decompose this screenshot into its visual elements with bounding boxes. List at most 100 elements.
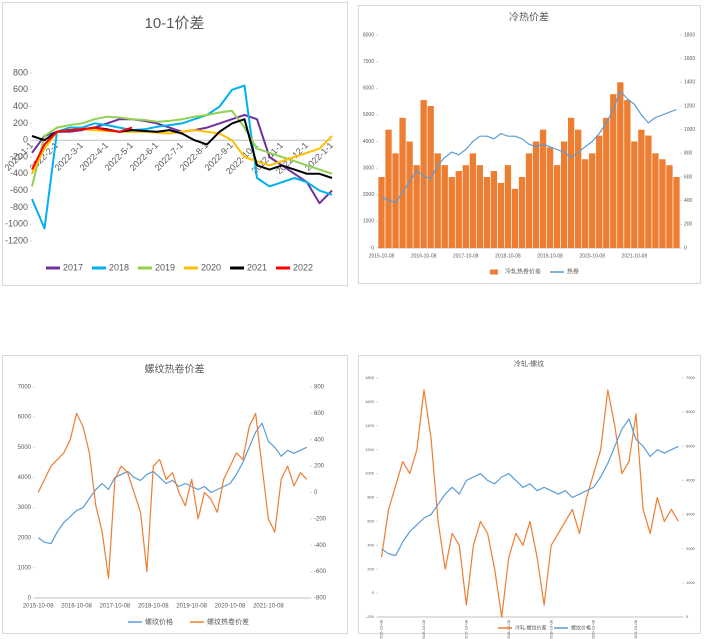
chart-title: 冷热价差 [509, 11, 549, 24]
x-tick-label: 2018-10-08 [495, 253, 521, 259]
y-tick-label: -400 [10, 168, 28, 178]
legend-label: 螺纹价格 [571, 624, 591, 631]
line-series [31, 109, 333, 187]
bar [553, 165, 561, 248]
bar [596, 135, 603, 248]
x-tick-label: 2016-10-08 [421, 619, 426, 639]
y-tick-label: 200 [13, 118, 28, 128]
y2-tick-label: 200 [314, 464, 325, 470]
x-tick-label: 2015-10-08 [379, 619, 384, 639]
x-tick-label: 2019-10-08 [176, 604, 207, 610]
y-tick-label: 3000 [18, 505, 32, 511]
legend-label: 螺纹价格 [145, 617, 173, 626]
legend-swatch [490, 269, 498, 275]
bar [589, 153, 596, 248]
y2-tick-label: 1400 [684, 80, 695, 86]
bar [434, 153, 441, 248]
y2-tick-label: 400 [684, 198, 693, 204]
x-tick-label: 2017-10-08 [463, 619, 468, 639]
y2-tick-label: 400 [314, 437, 325, 443]
bar [610, 94, 617, 249]
x-tick-label: 2017-10-08 [100, 604, 131, 610]
bar [441, 165, 448, 248]
legend-label: 2019 [155, 262, 175, 272]
y-tick-label: 1400 [365, 423, 375, 428]
bar [504, 165, 512, 248]
y-tick-label: -600 [10, 185, 28, 195]
y2-tick-label: -200 [314, 516, 327, 522]
x-tick-label: 2016-10-08 [61, 604, 92, 610]
x-tick-label: 2020-10-08 [591, 619, 596, 639]
bar [420, 100, 427, 248]
y-tick-label: 4000 [18, 475, 32, 481]
x-tick-label: 2020-10-08 [215, 604, 246, 610]
bar [455, 171, 462, 248]
y2-tick-label: 3000 [686, 512, 696, 517]
bar [427, 106, 434, 248]
y-tick-label: 0 [23, 135, 28, 145]
line-series [381, 418, 679, 557]
y-tick-label: 0 [372, 590, 375, 595]
chart-title: 冷轧-螺纹 [514, 359, 544, 368]
bar [539, 129, 547, 248]
y2-tick-label: -600 [314, 569, 327, 575]
y2-tick-label: 800 [684, 151, 693, 157]
bar [560, 141, 568, 248]
bar [652, 153, 659, 248]
legend-label: 热卷 [567, 268, 579, 276]
bar [546, 147, 554, 248]
chart-title: 螺纹热卷价差 [145, 363, 205, 376]
y2-tick-label: 0 [686, 614, 689, 619]
bar [666, 165, 673, 248]
y-tick-label: 600 [367, 518, 374, 523]
bar [399, 117, 406, 248]
y2-tick-label: 4000 [686, 477, 696, 482]
y-tick-label: 5000 [18, 445, 32, 451]
x-tick-label: 2019-10-08 [537, 253, 563, 259]
y-tick-label: 6000 [363, 86, 374, 92]
x-tick-label: 2019-10-08 [548, 619, 553, 639]
bar [631, 141, 638, 248]
y-tick-label: 1600 [365, 399, 375, 404]
legend-label: 冷轧热卷价差 [505, 268, 541, 276]
y2-tick-label: 5000 [686, 443, 696, 448]
y2-tick-label: 1600 [684, 56, 695, 62]
y-tick-label: 3000 [363, 165, 374, 171]
bar [659, 159, 666, 248]
legend-label: 2021 [247, 262, 267, 272]
y2-tick-label: 200 [684, 222, 693, 228]
legend-label: 2017 [63, 262, 83, 272]
y-tick-label: 800 [13, 67, 28, 77]
bar [406, 141, 413, 248]
legend-label: 螺纹热卷价差 [207, 617, 249, 626]
y-tick-label: 4000 [363, 139, 374, 145]
y2-tick-label: 1800 [684, 32, 695, 38]
bar [392, 153, 399, 248]
y-tick-label: 400 [367, 542, 374, 547]
bar [582, 159, 589, 248]
y2-tick-label: 2000 [686, 546, 696, 551]
x-tick-label: 2021-10-08 [253, 604, 284, 610]
bar [603, 117, 610, 248]
x-tick-label: 2018-10-08 [138, 604, 169, 610]
x-tick-label: 2020-10-08 [579, 253, 605, 259]
bar [673, 177, 680, 248]
y-tick-label: 7000 [363, 59, 374, 65]
bar [483, 177, 491, 248]
y2-tick-label: 1000 [686, 580, 696, 585]
y-tick-label: 6000 [18, 415, 32, 421]
chart-title: 10-1价差 [144, 15, 204, 32]
bar [385, 129, 392, 248]
bar [511, 188, 519, 248]
y2-tick-label: 7000 [686, 375, 696, 380]
x-tick-label: 2017-10-08 [453, 253, 479, 259]
bar [518, 177, 526, 248]
bar [413, 165, 420, 248]
y2-tick-label: -400 [314, 543, 327, 549]
y-tick-label: 8000 [363, 32, 374, 38]
y-tick-label: 1000 [363, 219, 374, 225]
x-tick-label: 2016-10-08 [411, 253, 437, 259]
y-tick-label: 0 [28, 596, 32, 602]
line-series [37, 422, 308, 545]
legend-label: 2022 [293, 262, 313, 272]
